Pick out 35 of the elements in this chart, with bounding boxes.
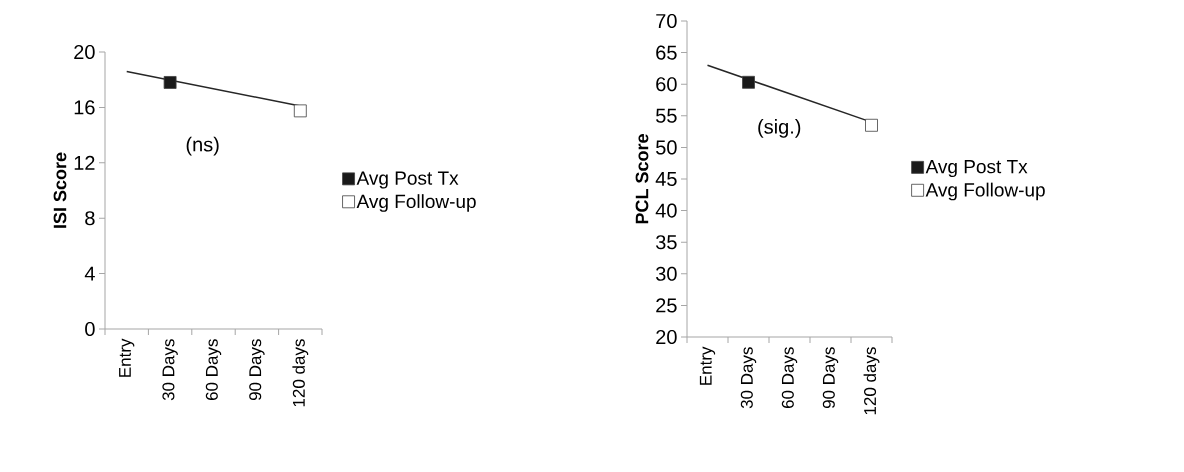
- legend-label: Avg Follow-up: [356, 194, 476, 212]
- x-tick-label: 30 Days: [740, 347, 757, 409]
- x-tick-label: 90 Days: [822, 347, 839, 409]
- annotation: (ns): [186, 136, 219, 156]
- y-tick-label: 50: [656, 140, 677, 155]
- x-tick-label: 120 days: [292, 339, 309, 407]
- x-tick-label: 30 Days: [162, 339, 178, 401]
- x-tick-label: Entry: [699, 346, 716, 385]
- y-tick-label: 8: [85, 211, 95, 226]
- y-tick-label: 4: [84, 266, 95, 281]
- x-tick-label: 60 Days: [205, 339, 222, 401]
- y-tick-label: 45: [655, 172, 677, 186]
- x-tick-label: 90 Days: [249, 339, 265, 401]
- y-axis-title: PCL Score: [635, 134, 649, 224]
- y-tick-label: 0: [85, 321, 95, 337]
- x-tick-label: 60 Days: [781, 347, 798, 409]
- x-tick-label: 120 days: [863, 347, 880, 415]
- legend-label: Avg Post Tx: [925, 160, 1028, 178]
- y-tick-label: 20: [656, 329, 677, 345]
- y-tick-label: 20: [74, 44, 95, 60]
- y-tick-label: 25: [656, 298, 677, 313]
- legend-label: Avg Follow-up: [925, 182, 1045, 201]
- y-tick-label: 65: [656, 45, 677, 60]
- y-tick-label: 16: [74, 100, 95, 115]
- y-tick-label: 70: [656, 13, 677, 29]
- legend-label: Avg Post Tx: [356, 171, 459, 189]
- y-axis-title: ISI Score: [53, 152, 67, 228]
- annotation: (sig.): [758, 119, 801, 138]
- y-tick-label: 55: [656, 108, 677, 123]
- y-tick-label: 12: [74, 155, 95, 170]
- y-tick-label: 60: [656, 77, 677, 92]
- y-tick-label: 35: [656, 235, 677, 250]
- x-tick-label: Entry: [119, 338, 135, 377]
- y-tick-label: 40: [655, 203, 677, 218]
- y-tick-label: 30: [656, 266, 677, 281]
